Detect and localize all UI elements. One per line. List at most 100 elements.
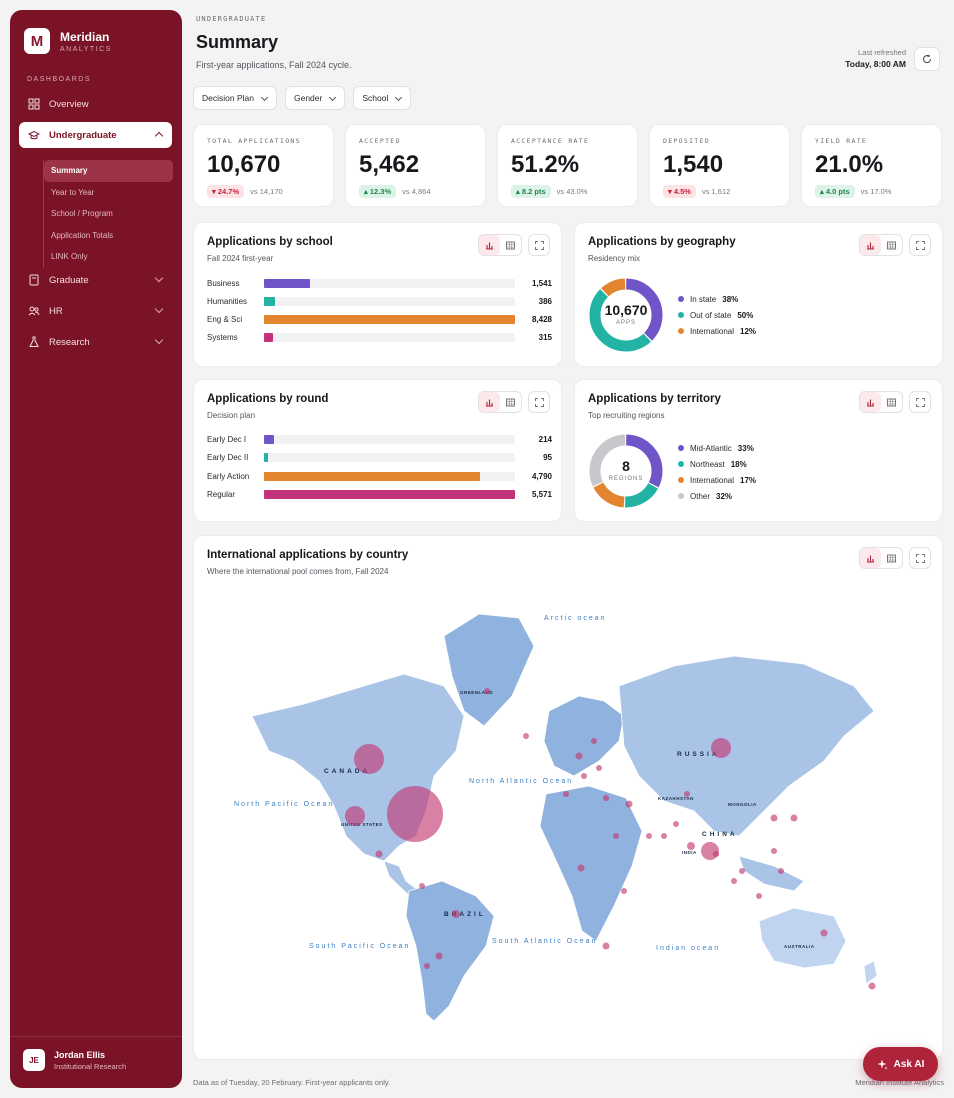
filter-gender[interactable]: Gender bbox=[284, 86, 346, 110]
filter-school[interactable]: School bbox=[353, 86, 412, 110]
sidebar-item-graduate[interactable]: Graduate bbox=[19, 267, 172, 293]
table-view-button[interactable] bbox=[881, 235, 902, 255]
bubble-taiwan[interactable] bbox=[771, 848, 777, 854]
table-view-button[interactable] bbox=[881, 548, 902, 568]
brand-name: Meridian bbox=[60, 29, 110, 44]
bubble-japan[interactable] bbox=[790, 814, 798, 822]
chart-view-button[interactable] bbox=[860, 548, 881, 568]
expand-button[interactable] bbox=[909, 547, 931, 569]
bubble-kazakhstan[interactable] bbox=[684, 791, 690, 797]
bubble-australia[interactable] bbox=[820, 929, 828, 937]
expand-button[interactable] bbox=[909, 391, 931, 413]
bubble-korea[interactable] bbox=[770, 814, 778, 822]
bubble-france[interactable] bbox=[581, 773, 587, 779]
africa bbox=[539, 785, 643, 942]
subnav-item-application-totals[interactable]: Application Totals bbox=[51, 230, 114, 240]
view-toggle bbox=[859, 234, 903, 256]
donut-slice-other[interactable] bbox=[589, 434, 663, 508]
donut-slice-out-of-state[interactable] bbox=[589, 278, 663, 352]
bubble-scandinavia[interactable] bbox=[591, 738, 597, 744]
subnav-item-link-only[interactable]: LINK Only bbox=[51, 252, 88, 262]
bubble-egypt[interactable] bbox=[613, 833, 619, 839]
bubble-philippines[interactable] bbox=[778, 868, 784, 874]
bubble-brazil[interactable] bbox=[452, 910, 460, 918]
donut-slice-northeast[interactable] bbox=[589, 434, 663, 508]
bubble-south-africa[interactable] bbox=[602, 942, 610, 950]
bubble-united-states-west[interactable] bbox=[345, 806, 365, 826]
filter-decision-plan[interactable]: Decision Plan bbox=[193, 86, 277, 110]
sidebar-item-label: Research bbox=[49, 336, 90, 348]
sidebar-item-overview[interactable]: Overview bbox=[19, 91, 172, 117]
table-view-button[interactable] bbox=[500, 392, 521, 412]
bubble-saudi-arabia[interactable] bbox=[646, 833, 652, 839]
country-bubbles bbox=[345, 688, 876, 990]
bubble-mexico[interactable] bbox=[375, 850, 383, 858]
kpi-comparison: vs 43.0% bbox=[556, 187, 588, 196]
kpi-deposited: DEPOSITED 1,540 ▾ 4.5% vs 1,612 bbox=[649, 124, 790, 207]
chart-view-button[interactable] bbox=[479, 392, 500, 412]
brand[interactable]: M Meridian ANALYTICS bbox=[24, 28, 112, 54]
bubble-argentina[interactable] bbox=[435, 952, 443, 960]
country-label: UNITED STATES bbox=[341, 822, 383, 827]
refresh-button[interactable] bbox=[914, 47, 940, 71]
bar-label: Systems bbox=[207, 332, 238, 342]
country-label: RUSSIA bbox=[677, 751, 720, 758]
table-view-button[interactable] bbox=[500, 235, 521, 255]
subnav-item-year-to-year[interactable]: Year to Year bbox=[51, 187, 95, 197]
bubble-china[interactable] bbox=[701, 842, 719, 860]
sidebar-item-research[interactable]: Research bbox=[19, 329, 172, 355]
subnav-item-school-program[interactable]: School / Program bbox=[51, 209, 113, 219]
bar-row: Systems 315 bbox=[207, 331, 552, 343]
bubble-germany[interactable] bbox=[596, 765, 602, 771]
bubble-canada[interactable] bbox=[354, 744, 384, 774]
bar-label: Early Action bbox=[207, 471, 250, 481]
bubble-vietnam[interactable] bbox=[739, 868, 745, 874]
expand-button[interactable] bbox=[909, 234, 931, 256]
expand-button[interactable] bbox=[528, 391, 550, 413]
bubble-united-states[interactable] bbox=[387, 786, 443, 842]
bubble-thailand[interactable] bbox=[731, 878, 737, 884]
bubble-colombia[interactable] bbox=[419, 883, 425, 889]
card-subtitle: Residency mix bbox=[588, 254, 641, 263]
bubble-russia[interactable] bbox=[711, 738, 731, 758]
world-map[interactable]: Arctic ocean North Pacific Ocean North A… bbox=[194, 536, 944, 1061]
bubble-bangladesh[interactable] bbox=[713, 851, 719, 857]
chart-view-button[interactable] bbox=[860, 235, 881, 255]
kpi-acceptance-rate: ACCEPTANCE RATE 51.2% ▴ 8.2 pts vs 43.0% bbox=[497, 124, 638, 207]
bar-value: 8,428 bbox=[531, 314, 552, 324]
bubble-pakistan[interactable] bbox=[673, 821, 679, 827]
bubble-iceland[interactable] bbox=[523, 733, 529, 739]
sidebar-item-undergraduate[interactable]: Undergraduate bbox=[19, 122, 172, 148]
bubble-india[interactable] bbox=[687, 842, 695, 850]
bubble-greenland[interactable] bbox=[484, 688, 490, 694]
bubble-spain[interactable] bbox=[563, 791, 569, 797]
donut-slice-mid-atlantic[interactable] bbox=[589, 434, 663, 508]
ocean-label: North Pacific Ocean bbox=[234, 801, 334, 808]
chart-view-button[interactable] bbox=[860, 392, 881, 412]
bubble-uae[interactable] bbox=[661, 833, 667, 839]
last-refreshed-value: Today, 8:00 AM bbox=[845, 59, 906, 69]
expand-button[interactable] bbox=[528, 234, 550, 256]
chart-view-button[interactable] bbox=[479, 235, 500, 255]
bubble-kenya[interactable] bbox=[621, 888, 627, 894]
legend-item: In state 38% bbox=[678, 291, 756, 307]
table-view-button[interactable] bbox=[881, 392, 902, 412]
bar-value: 4,790 bbox=[531, 471, 552, 481]
donut-slice-in-state[interactable] bbox=[589, 278, 663, 352]
europe bbox=[543, 695, 625, 777]
bubble-indonesia[interactable] bbox=[756, 893, 762, 899]
user-profile[interactable]: JE Jordan Ellis Institutional Research bbox=[10, 1036, 182, 1083]
subnav-item-summary[interactable]: Summary bbox=[44, 160, 173, 182]
kpi-value: 51.2% bbox=[511, 151, 580, 178]
bubble-italy[interactable] bbox=[603, 795, 609, 801]
bubble-new-zealand[interactable] bbox=[868, 982, 876, 990]
country-label: GREENLAND bbox=[460, 690, 493, 695]
bubble-uk[interactable] bbox=[575, 752, 583, 760]
bubble-chile[interactable] bbox=[424, 963, 430, 969]
bubble-turkey[interactable] bbox=[625, 800, 633, 808]
bubble-nigeria[interactable] bbox=[577, 864, 585, 872]
sidebar-item-hr[interactable]: HR bbox=[19, 298, 172, 324]
card-subtitle: Decision plan bbox=[207, 411, 256, 420]
bar-value: 5,571 bbox=[531, 489, 552, 499]
ask-ai-button[interactable]: Ask AI bbox=[863, 1047, 938, 1081]
